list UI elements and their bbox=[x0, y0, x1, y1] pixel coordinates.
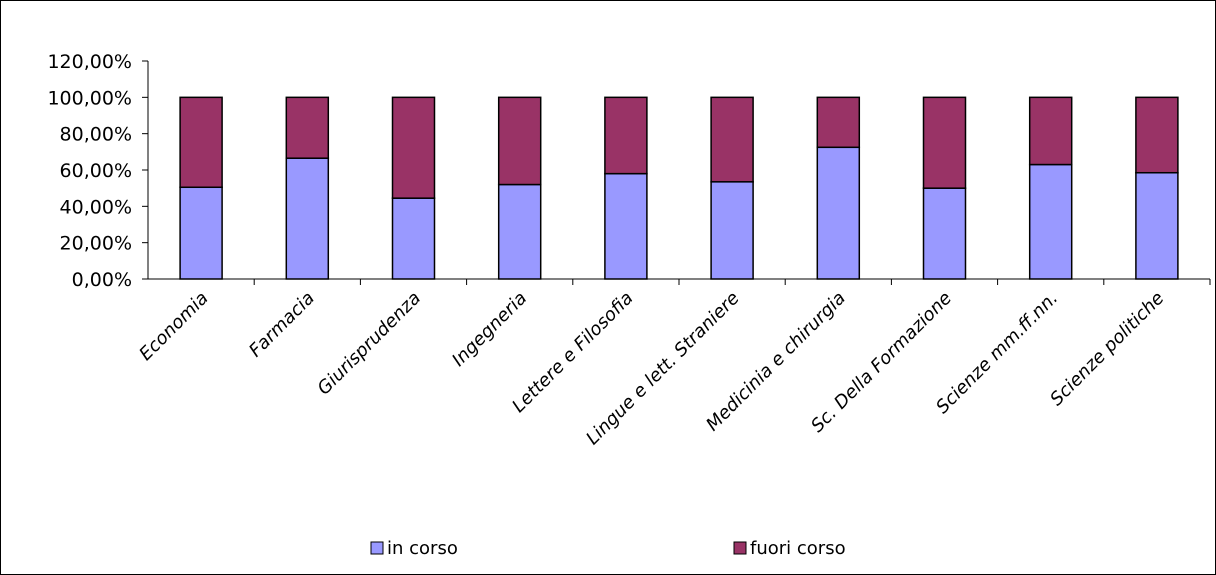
category-label: Ingegneria bbox=[448, 288, 531, 371]
bar-segment-fuori-corso bbox=[497, 96, 542, 186]
y-tick-label: 100,00% bbox=[47, 87, 132, 109]
bar-segment-in-corso bbox=[1135, 171, 1179, 280]
bar-segment-in-corso bbox=[1028, 163, 1073, 280]
bar-segment-in-corso bbox=[285, 157, 330, 280]
legend-label: in corso bbox=[387, 538, 458, 559]
y-tick-label: 0,00% bbox=[72, 269, 132, 291]
legend-swatch bbox=[733, 541, 747, 555]
category-label: Giurisprudenza bbox=[313, 288, 425, 400]
bar-segment-fuori-corso bbox=[391, 96, 436, 199]
bar-segment-in-corso bbox=[497, 183, 542, 280]
bar-segment-fuori-corso bbox=[816, 96, 861, 149]
bar-segment-fuori-corso bbox=[285, 96, 330, 159]
legend-label: fuori corso bbox=[750, 538, 846, 559]
category-label: Scienze politiche bbox=[1046, 288, 1168, 410]
bar-segment-fuori-corso bbox=[922, 96, 967, 189]
y-axis: 0,00% 20,00% 40,00% 60,00% 80,00% 100,00% 120,… bbox=[47, 51, 149, 291]
y-tick-label: 60,00% bbox=[60, 160, 132, 182]
bar-segment-in-corso bbox=[816, 146, 861, 280]
bar-segment-in-corso bbox=[922, 187, 967, 280]
bar-segment-fuori-corso bbox=[1135, 96, 1179, 174]
bar-segment-fuori-corso bbox=[604, 96, 648, 175]
category-label: Economia bbox=[135, 288, 212, 365]
y-tick-label: 20,00% bbox=[60, 233, 132, 255]
y-tick-label: 80,00% bbox=[60, 124, 132, 146]
bar-segment-in-corso bbox=[604, 172, 648, 280]
x-axis bbox=[148, 278, 1211, 285]
category-label: Scienze mm.ff.nn. bbox=[932, 288, 1062, 418]
bars bbox=[179, 96, 1179, 280]
y-tick-label: 40,00% bbox=[60, 196, 132, 218]
bar-segment-in-corso bbox=[179, 186, 223, 280]
y-tick-label: 120,00% bbox=[47, 51, 132, 73]
legend-swatch bbox=[370, 541, 384, 555]
bar-segment-in-corso bbox=[391, 197, 436, 280]
bar-segment-in-corso bbox=[710, 181, 754, 280]
bar-segment-fuori-corso bbox=[179, 96, 223, 189]
legend: in corso fuori corso bbox=[370, 538, 846, 559]
bar-segment-fuori-corso bbox=[710, 96, 754, 183]
category-label: Farmacia bbox=[245, 288, 319, 362]
bar-segment-fuori-corso bbox=[1028, 96, 1073, 166]
